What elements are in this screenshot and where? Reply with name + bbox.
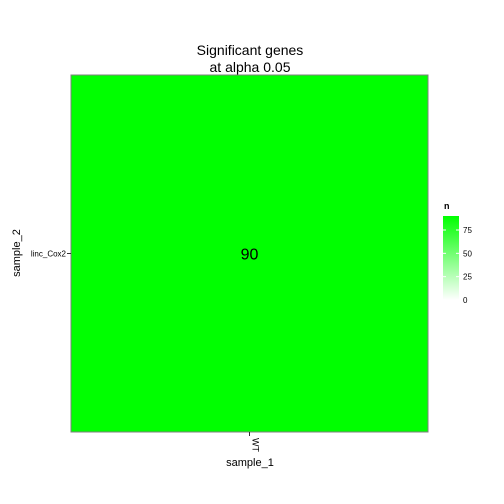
legend-tick-label: 25 — [463, 273, 472, 282]
chart-title-line1: Significant genes — [197, 42, 304, 58]
legend-ticks: 0 25 50 75 — [443, 226, 472, 305]
legend-tick-label: 75 — [463, 226, 472, 235]
legend-tick-label: 50 — [463, 249, 472, 258]
y-axis-title: sample_2 — [11, 229, 23, 277]
plot-panel: 90 — [71, 75, 428, 432]
y-axis: linc_Cox2 — [31, 250, 71, 259]
chart-title-line2: at alpha 0.05 — [210, 59, 291, 75]
y-tick-label: linc_Cox2 — [31, 250, 67, 259]
legend-colorbar — [443, 216, 459, 300]
legend-tick-label: 0 — [463, 296, 468, 305]
heatmap-cell — [71, 75, 428, 432]
x-axis: WT — [249, 432, 261, 452]
cell-value-label: 90 — [241, 247, 259, 264]
x-axis-title: sample_1 — [226, 457, 274, 469]
legend-title: n — [444, 201, 450, 211]
x-tick-label: WT — [251, 438, 261, 452]
